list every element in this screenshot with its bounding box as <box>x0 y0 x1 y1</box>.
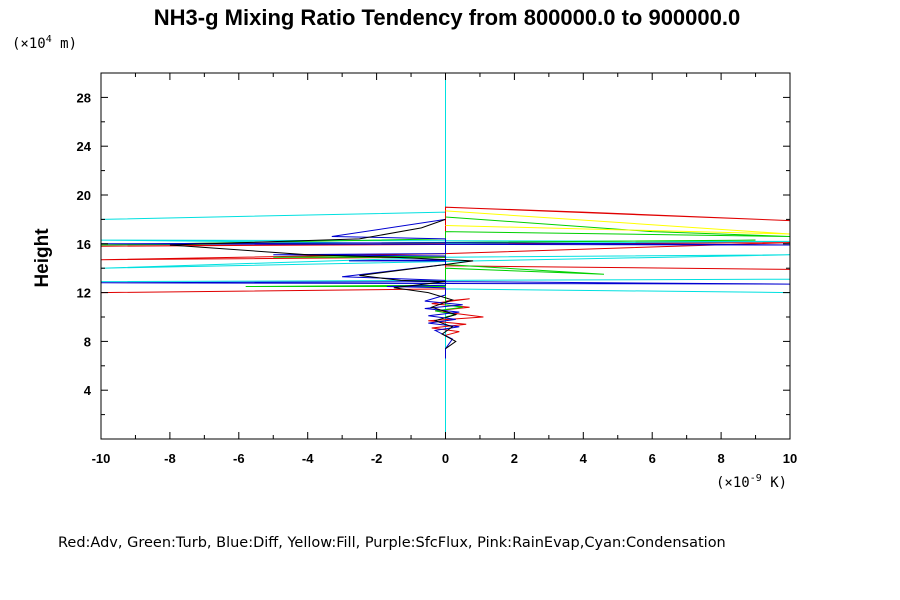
plot-lines <box>100 73 791 439</box>
y-tick-label: 16 <box>77 237 91 252</box>
y-tick-label: 28 <box>77 90 91 105</box>
y-tick-label: 20 <box>77 188 91 203</box>
x-tick-label: 8 <box>717 451 724 466</box>
y-tick-label: 8 <box>84 334 91 349</box>
plot-frame <box>100 72 791 440</box>
legend-text: Red:Adv, Green:Turb, Blue:Diff, Yellow:F… <box>58 535 726 551</box>
chart-title: NH3-g Mixing Ratio Tendency from 800000.… <box>154 5 740 30</box>
y-tick-label: 12 <box>77 286 91 301</box>
y-axis-label: Height <box>32 228 53 288</box>
x-tick-label: -4 <box>302 451 314 466</box>
x-tick-label: 4 <box>580 451 588 466</box>
y-axis-unit: (×104 m) <box>12 34 77 52</box>
x-tick-label: -6 <box>233 451 245 466</box>
x-tick-label: -2 <box>371 451 383 466</box>
x-tick-label: 10 <box>783 451 797 466</box>
series-diff-line <box>100 218 791 359</box>
x-tick-label: 0 <box>442 451 449 466</box>
x-tick-label: -8 <box>164 451 176 466</box>
series-residual-line <box>169 218 474 350</box>
x-tick-label: 2 <box>511 451 518 466</box>
x-tick-label: -10 <box>92 451 111 466</box>
x-tick-label: 6 <box>649 451 656 466</box>
y-tick-label: 24 <box>77 139 92 154</box>
x-axis-unit: (×10-9 K) <box>716 473 787 491</box>
y-tick-label: 4 <box>84 383 92 398</box>
